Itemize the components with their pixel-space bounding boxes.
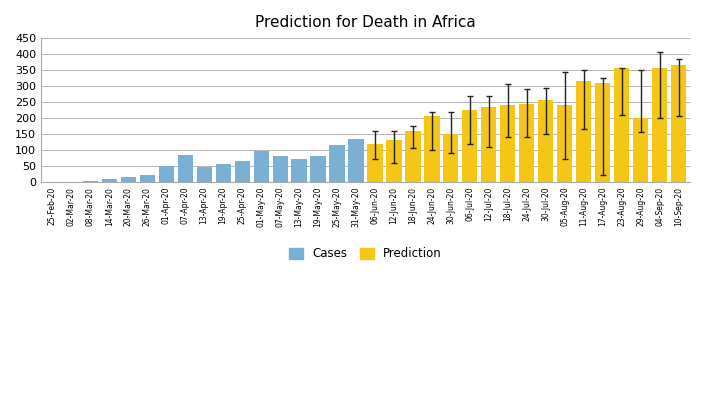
Bar <box>367 143 383 182</box>
Bar <box>443 134 458 182</box>
Bar <box>576 81 591 182</box>
Bar <box>310 156 326 182</box>
Bar <box>538 100 553 182</box>
Bar <box>462 110 477 182</box>
Bar <box>519 103 534 182</box>
Bar <box>557 105 572 182</box>
Bar <box>235 161 250 182</box>
Bar <box>197 168 212 182</box>
Bar <box>405 131 420 182</box>
Bar <box>633 118 649 182</box>
Bar <box>216 164 231 182</box>
Bar <box>254 152 269 182</box>
Bar <box>671 65 686 182</box>
Bar <box>501 105 515 182</box>
Title: Prediction for Death in Africa: Prediction for Death in Africa <box>255 15 476 30</box>
Bar <box>159 166 174 182</box>
Bar <box>329 145 345 182</box>
Legend: Cases, Prediction: Cases, Prediction <box>284 242 446 265</box>
Bar <box>82 181 98 182</box>
Bar <box>482 107 496 182</box>
Bar <box>273 156 288 182</box>
Bar <box>291 160 307 182</box>
Bar <box>102 179 117 182</box>
Bar <box>178 155 192 182</box>
Bar <box>348 139 364 182</box>
Bar <box>424 116 439 182</box>
Bar <box>595 83 611 182</box>
Bar <box>140 175 155 182</box>
Bar <box>652 68 667 182</box>
Bar <box>386 140 402 182</box>
Bar <box>121 177 136 182</box>
Bar <box>614 68 630 182</box>
